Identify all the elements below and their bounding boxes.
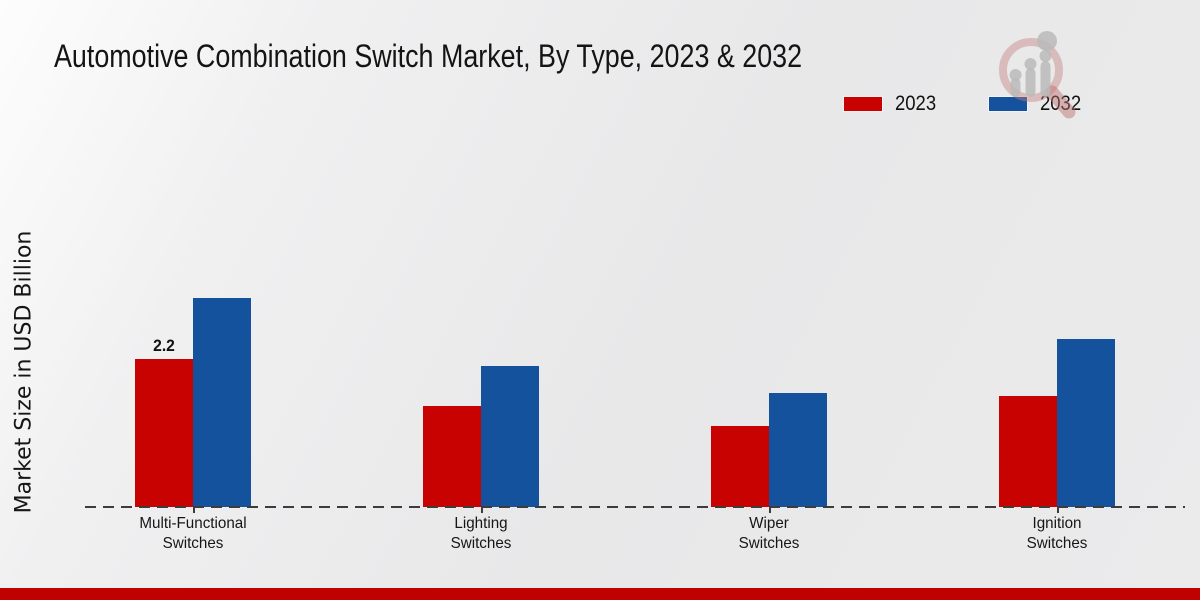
x-axis-tick (769, 508, 771, 513)
legend: 2023 2032 (843, 92, 1086, 116)
bar-2032-ignition-switches (1057, 339, 1115, 507)
legend-item-2023: 2023 (843, 92, 942, 116)
category-label: Ignition Switches (1026, 515, 1088, 552)
bar-2032-lighting-switches (481, 366, 539, 507)
category-label: Lighting Switches (450, 515, 512, 552)
magnifier-icon (999, 38, 1076, 119)
legend-swatch-2023 (843, 96, 883, 112)
bar-2023-wiper-switches (711, 426, 769, 507)
market-research-logo-watermark (999, 31, 1076, 119)
chart-title: Automotive Combination Switch Market, By… (54, 38, 803, 74)
x-axis-tick (1057, 508, 1059, 513)
category-label: Wiper Switches (738, 515, 800, 552)
bar-2032-wiper-switches (769, 393, 827, 507)
legend-label: 2032 (1040, 92, 1081, 116)
y-axis-label: Market Size in USD Billion (11, 230, 37, 514)
bar-2023-multi-functional-switches (135, 359, 193, 507)
footer-accent-bar (0, 588, 1200, 600)
bar-value-label: 2.2 (153, 336, 175, 355)
bar-2023-lighting-switches (423, 406, 481, 507)
category-label: Multi-Functional Switches (139, 515, 247, 552)
bar-2032-multi-functional-switches (193, 298, 251, 507)
x-axis-tick (193, 508, 195, 513)
legend-swatch-2032 (987, 96, 1028, 112)
growth-bars-icon (1009, 31, 1057, 97)
x-axis-baseline (85, 506, 1185, 508)
legend-item-2032: 2032 (987, 92, 1087, 116)
legend-label: 2023 (895, 92, 937, 115)
bar-2023-ignition-switches (999, 396, 1057, 507)
x-axis-tick (481, 508, 483, 513)
